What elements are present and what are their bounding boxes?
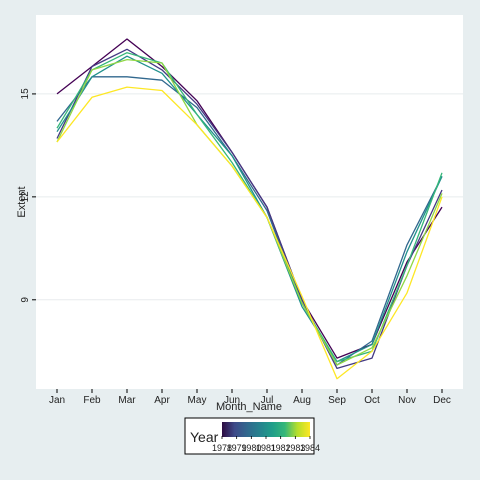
legend-title: Year bbox=[190, 429, 219, 445]
legend-colorbar bbox=[222, 422, 310, 437]
x-tick-label: Dec bbox=[433, 395, 451, 406]
legend-tick-label: 1980 bbox=[241, 443, 261, 453]
x-tick-label: May bbox=[188, 395, 207, 406]
legend-tick-label: 1979 bbox=[227, 443, 247, 453]
series-line-1980 bbox=[56, 76, 443, 366]
gridlines bbox=[36, 93, 463, 301]
x-tick-label: Mar bbox=[118, 395, 136, 406]
series-line-1981 bbox=[56, 55, 443, 363]
y-tick-label: 9 bbox=[20, 297, 31, 303]
y-tick-label: 12 bbox=[20, 191, 31, 203]
series-lines bbox=[56, 38, 443, 380]
legend-tick-label: 1978 bbox=[212, 443, 232, 453]
y-axis-title: Extent bbox=[16, 186, 28, 217]
legend-tick-label: 1983 bbox=[285, 443, 305, 453]
x-tick-label: Apr bbox=[154, 395, 170, 406]
x-axis: Jan Feb Mar Apr May Jun Jul Aug Sep Oct Nov Dec bbox=[49, 389, 451, 406]
y-axis: 9 12 15 bbox=[20, 88, 36, 303]
legend-tick-label: 1982 bbox=[271, 443, 291, 453]
legend-tick-label: 1981 bbox=[256, 443, 276, 453]
x-tick-label: Nov bbox=[398, 395, 416, 406]
plot-area bbox=[36, 15, 463, 389]
x-tick-label: Feb bbox=[83, 395, 101, 406]
x-tick-label: Jun bbox=[224, 395, 240, 406]
x-tick-label: Sep bbox=[328, 395, 346, 406]
x-tick-label: Jul bbox=[261, 395, 274, 406]
x-axis-title: Month_Name bbox=[216, 401, 282, 413]
x-tick-label: Jan bbox=[49, 395, 65, 406]
y-tick-label: 15 bbox=[20, 88, 31, 100]
x-tick-label: Aug bbox=[293, 395, 311, 406]
x-tick-label: Oct bbox=[364, 395, 380, 406]
series-line-1984 bbox=[56, 86, 443, 380]
legend-tick-label: 1984 bbox=[300, 443, 320, 453]
